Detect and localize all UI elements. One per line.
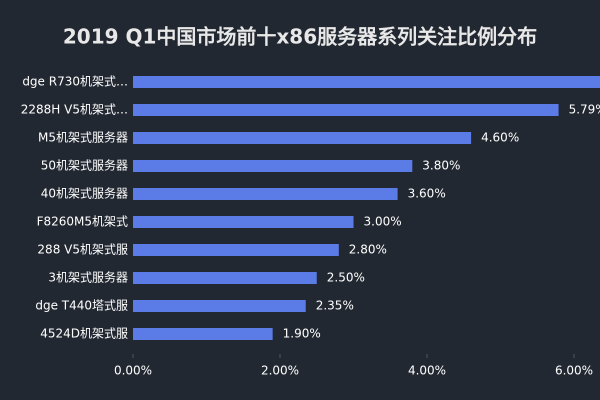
y-tick-label: 4524D机架式服	[40, 327, 128, 341]
x-tick-label: 2.00%	[261, 364, 299, 378]
data-label: 2.35%	[316, 299, 354, 313]
bar	[133, 216, 354, 228]
chart-title: 2019 Q1中国市场前十x86服务器系列关注比例分布	[63, 25, 537, 49]
y-tick-label: 40机架式服务器	[41, 186, 128, 201]
x-tick-label: 6.00%	[555, 364, 593, 378]
bar	[133, 160, 413, 172]
y-tick-label: dge R730机架式…	[22, 75, 128, 89]
data-label: 5.79%	[569, 103, 600, 117]
y-tick-label: M5机架式服务器	[38, 130, 128, 145]
data-label: 3.00%	[364, 215, 402, 229]
data-label: 2.50%	[327, 271, 365, 285]
data-label: 3.80%	[422, 159, 460, 173]
bar	[133, 132, 472, 144]
bar	[133, 188, 398, 200]
y-tick-label: 288 V5机架式服	[37, 243, 128, 257]
data-label: 1.90%	[283, 327, 321, 341]
bar	[133, 300, 306, 312]
x-tick-label: 4.00%	[408, 364, 446, 378]
data-label: 2.80%	[349, 243, 387, 257]
x-tick-label: 0.00%	[114, 364, 152, 378]
bar	[133, 272, 317, 284]
bar	[133, 76, 600, 88]
y-tick-label: 50机架式服务器	[41, 158, 128, 173]
bar	[133, 244, 339, 256]
y-tick-label: dge T440塔式服	[35, 299, 128, 313]
y-tick-label: 2288H V5机架式…	[21, 103, 128, 117]
y-tick-label: 3机架式服务器	[48, 270, 128, 285]
y-tick-label: F8260M5机架式	[37, 215, 128, 229]
bar	[133, 104, 559, 116]
data-label: 4.60%	[481, 131, 519, 145]
bar	[133, 328, 273, 340]
data-label: 3.60%	[408, 187, 446, 201]
